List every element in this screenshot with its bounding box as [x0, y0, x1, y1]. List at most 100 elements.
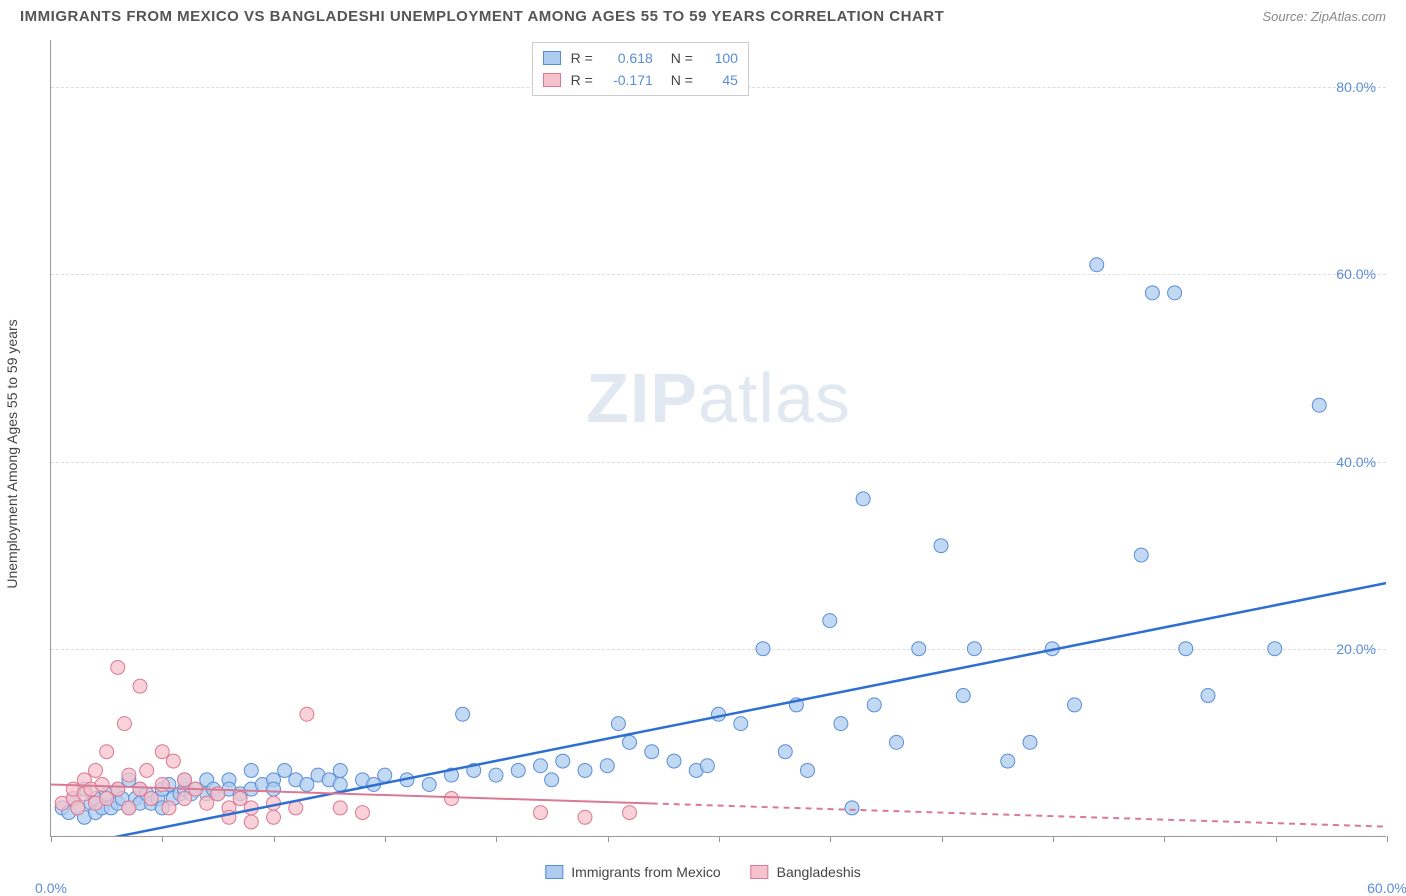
x-tick — [830, 836, 831, 842]
data-point — [667, 754, 681, 768]
data-point — [333, 763, 347, 777]
data-point — [333, 801, 347, 815]
data-point — [934, 539, 948, 553]
data-point — [623, 735, 637, 749]
data-point — [611, 717, 625, 731]
source-label: Source: ZipAtlas.com — [1262, 9, 1386, 24]
x-tick — [719, 836, 720, 842]
legend-row: R = 0.618 N = 100 — [543, 47, 738, 69]
data-point — [178, 773, 192, 787]
data-point — [278, 763, 292, 777]
data-point — [967, 642, 981, 656]
data-point — [867, 698, 881, 712]
data-point — [756, 642, 770, 656]
data-point — [244, 763, 258, 777]
data-point — [778, 745, 792, 759]
r-label: R = — [571, 47, 593, 69]
series-legend: Immigrants from Mexico Bangladeshis — [545, 864, 860, 880]
data-point — [144, 792, 158, 806]
x-tick-label: 0.0% — [35, 880, 67, 896]
legend-swatch — [751, 865, 769, 879]
data-point — [734, 717, 748, 731]
data-point — [422, 778, 436, 792]
x-tick — [1164, 836, 1165, 842]
title-bar: IMMIGRANTS FROM MEXICO VS BANGLADESHI UN… — [0, 0, 1406, 29]
data-point — [534, 806, 548, 820]
data-point — [122, 768, 136, 782]
data-point — [71, 801, 85, 815]
data-point — [89, 763, 103, 777]
plot-region: ZIPatlas R = 0.618 N = 100 R = -0.171 N … — [50, 40, 1386, 837]
data-point — [534, 759, 548, 773]
r-value: 0.618 — [603, 47, 653, 69]
data-point — [378, 768, 392, 782]
x-tick — [942, 836, 943, 842]
data-point — [1023, 735, 1037, 749]
data-point — [456, 707, 470, 721]
data-point — [1268, 642, 1282, 656]
legend-item: Bangladeshis — [751, 864, 861, 880]
data-point — [801, 763, 815, 777]
data-point — [140, 763, 154, 777]
data-point — [645, 745, 659, 759]
data-point — [122, 801, 136, 815]
data-point — [956, 689, 970, 703]
data-point — [100, 792, 114, 806]
x-tick — [1053, 836, 1054, 842]
legend-swatch — [543, 73, 561, 87]
correlation-legend: R = 0.618 N = 100 R = -0.171 N = 45 — [532, 42, 749, 96]
x-tick-label: 60.0% — [1367, 880, 1406, 896]
data-point — [95, 778, 109, 792]
data-point — [1090, 258, 1104, 272]
legend-item: Immigrants from Mexico — [545, 864, 720, 880]
r-value: -0.171 — [603, 69, 653, 91]
data-point — [155, 745, 169, 759]
data-point — [133, 679, 147, 693]
data-point — [233, 792, 247, 806]
n-value: 45 — [703, 69, 738, 91]
y-axis-title: Unemployment Among Ages 55 to 59 years — [4, 319, 20, 588]
data-point — [300, 778, 314, 792]
trend-line-dashed — [652, 803, 1386, 826]
chart-area: ZIPatlas R = 0.618 N = 100 R = -0.171 N … — [50, 40, 1386, 837]
x-tick — [162, 836, 163, 842]
data-point — [1068, 698, 1082, 712]
legend-row: R = -0.171 N = 45 — [543, 69, 738, 91]
data-point — [162, 801, 176, 815]
data-point — [1145, 286, 1159, 300]
data-point — [1134, 548, 1148, 562]
legend-swatch — [543, 51, 561, 65]
data-point — [100, 745, 114, 759]
data-point — [890, 735, 904, 749]
data-point — [117, 717, 131, 731]
data-point — [267, 810, 281, 824]
legend-label: Bangladeshis — [777, 864, 861, 880]
data-point — [834, 717, 848, 731]
data-point — [244, 815, 258, 829]
n-value: 100 — [703, 47, 738, 69]
data-point — [489, 768, 503, 782]
data-point — [356, 806, 370, 820]
data-point — [1168, 286, 1182, 300]
data-point — [445, 792, 459, 806]
data-point — [1001, 754, 1015, 768]
data-point — [545, 773, 559, 787]
legend-label: Immigrants from Mexico — [571, 864, 720, 880]
data-point — [623, 806, 637, 820]
data-point — [578, 763, 592, 777]
data-point — [912, 642, 926, 656]
data-point — [166, 754, 180, 768]
data-point — [823, 614, 837, 628]
legend-swatch — [545, 865, 563, 879]
data-point — [600, 759, 614, 773]
n-label: N = — [671, 69, 693, 91]
x-tick — [385, 836, 386, 842]
data-point — [845, 801, 859, 815]
data-point — [1201, 689, 1215, 703]
data-point — [333, 778, 347, 792]
data-point — [556, 754, 570, 768]
scatter-svg — [51, 40, 1386, 836]
data-point — [155, 778, 169, 792]
data-point — [1312, 398, 1326, 412]
data-point — [856, 492, 870, 506]
